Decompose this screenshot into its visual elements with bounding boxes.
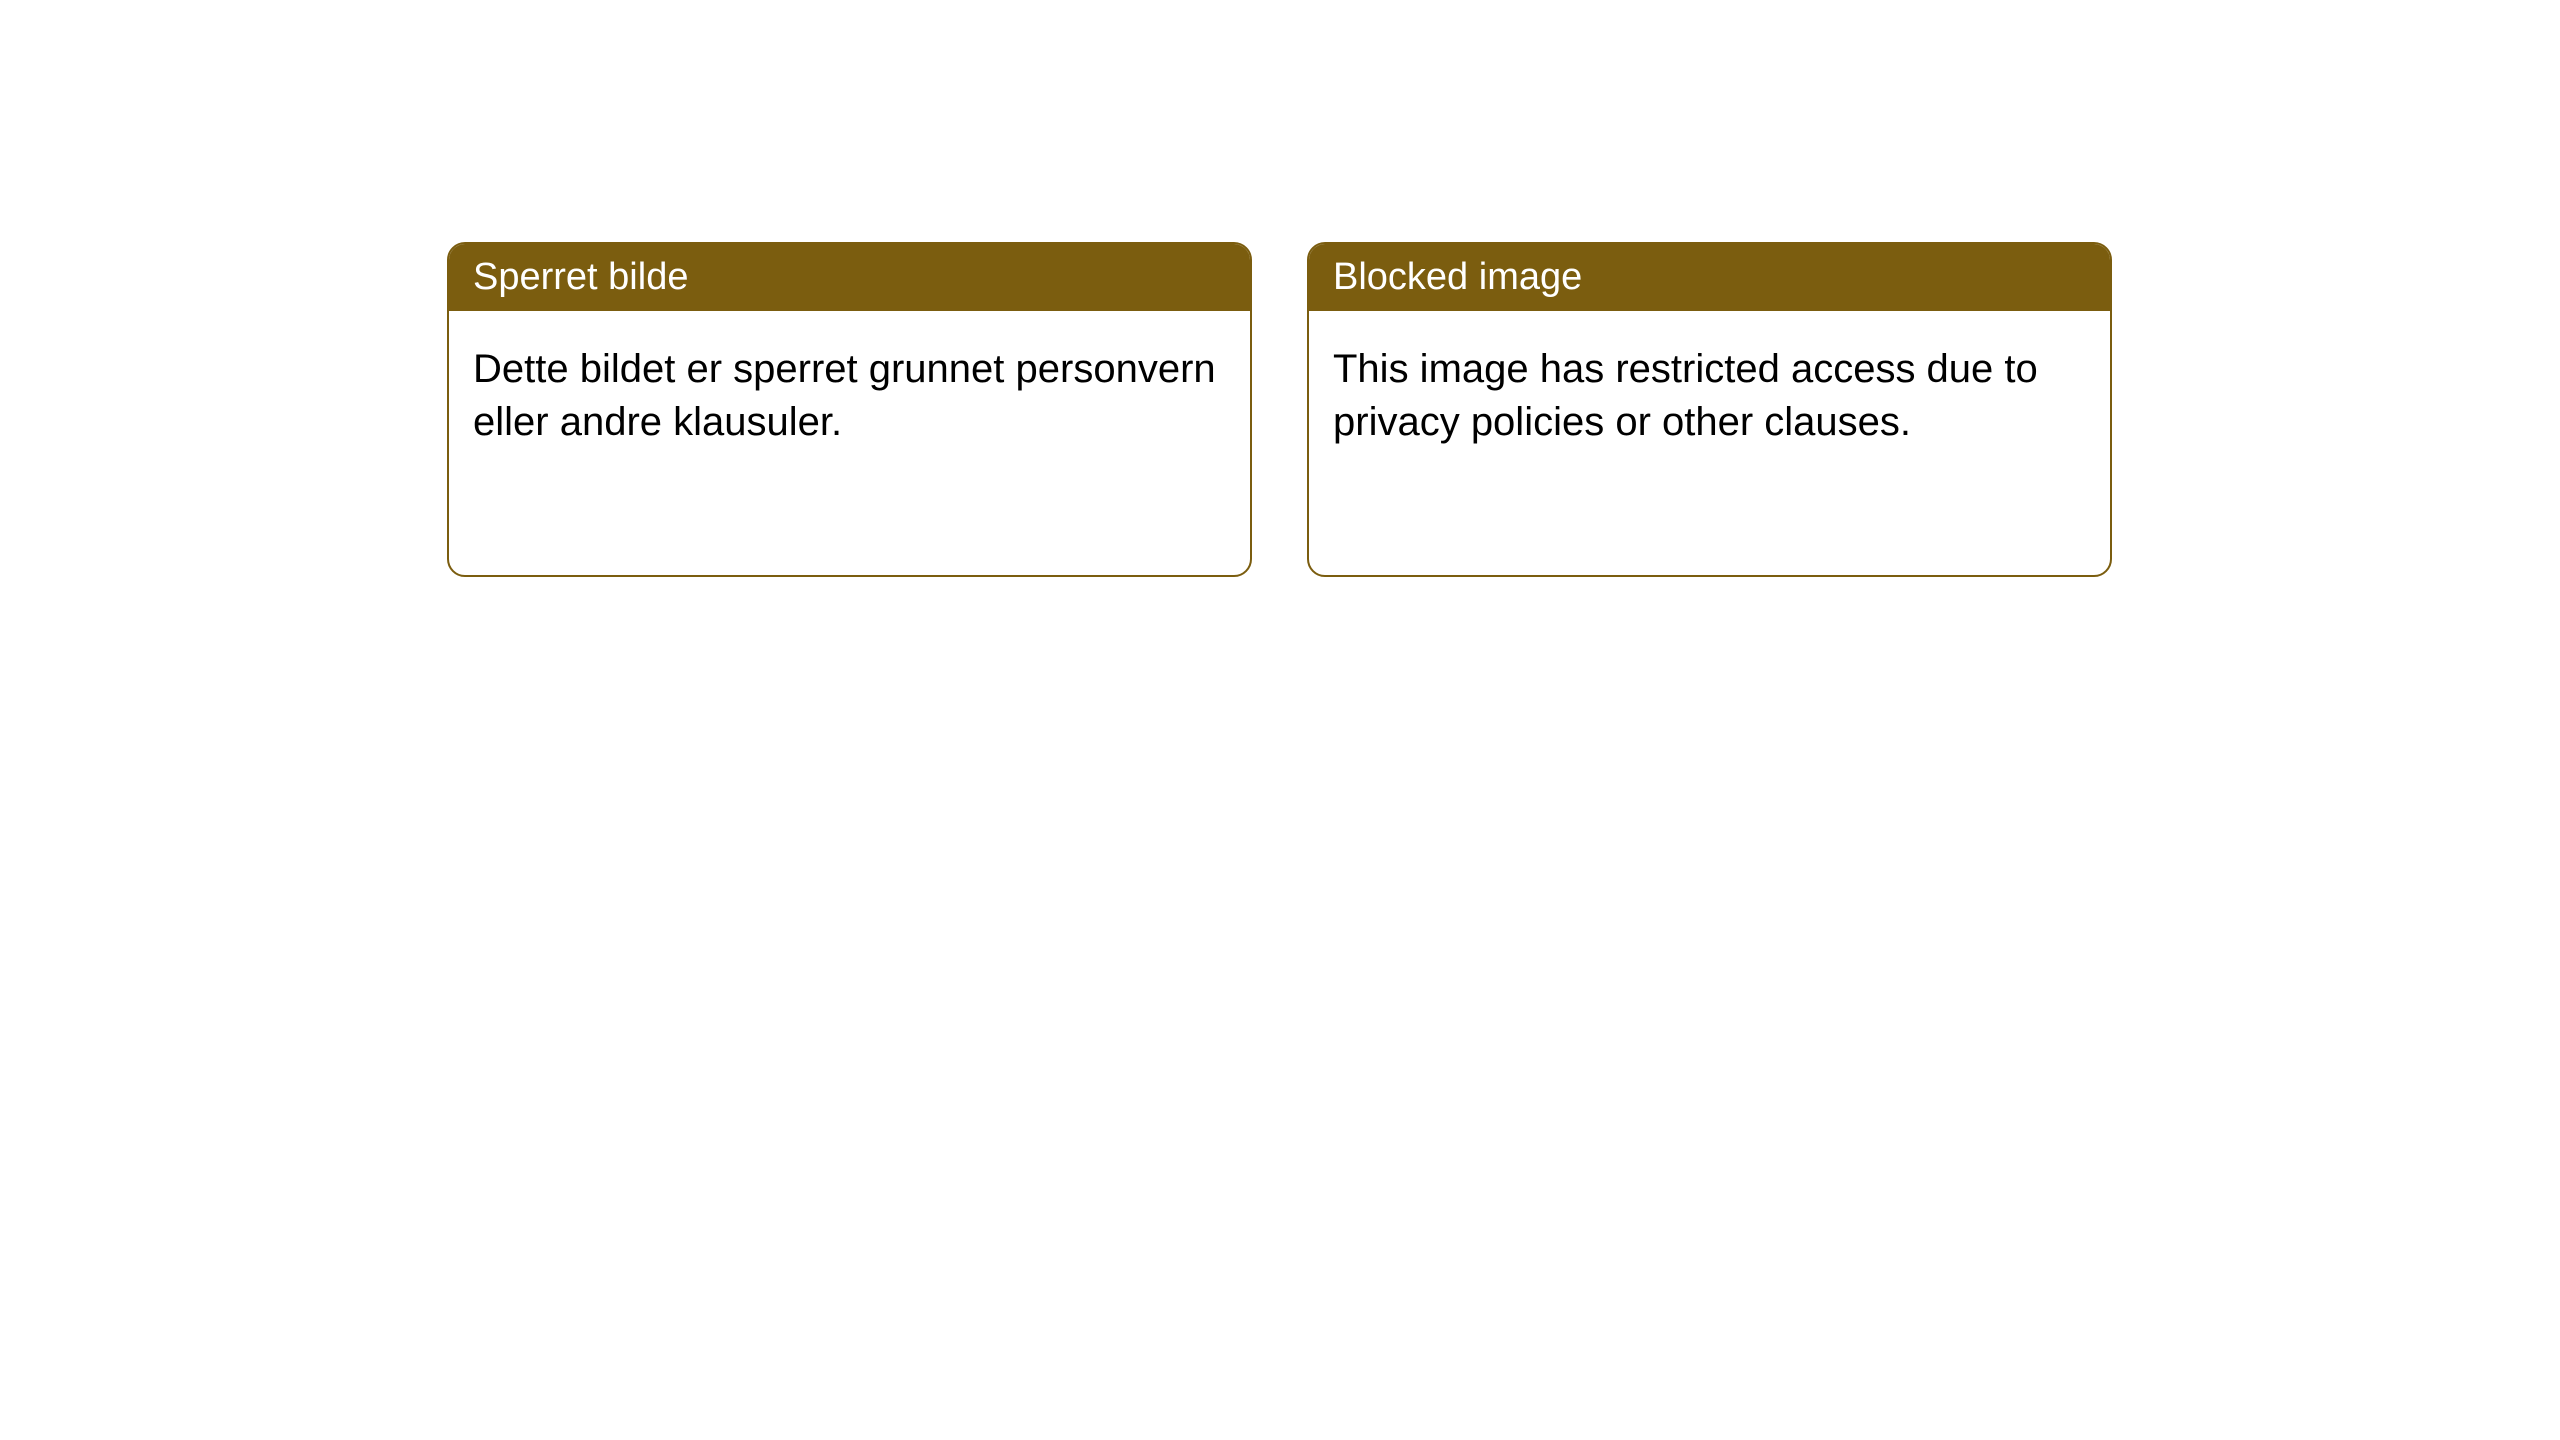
notice-body-norwegian: Dette bildet er sperret grunnet personve… [449,311,1250,481]
notice-box-norwegian: Sperret bilde Dette bildet er sperret gr… [447,242,1252,577]
notice-header-english: Blocked image [1309,244,2110,311]
notice-message-norwegian: Dette bildet er sperret grunnet personve… [473,347,1216,444]
notice-body-english: This image has restricted access due to … [1309,311,2110,481]
notice-container: Sperret bilde Dette bildet er sperret gr… [447,242,2112,577]
notice-header-norwegian: Sperret bilde [449,244,1250,311]
notice-title-norwegian: Sperret bilde [473,256,688,298]
notice-title-english: Blocked image [1333,256,1582,298]
notice-box-english: Blocked image This image has restricted … [1307,242,2112,577]
notice-message-english: This image has restricted access due to … [1333,347,2038,444]
